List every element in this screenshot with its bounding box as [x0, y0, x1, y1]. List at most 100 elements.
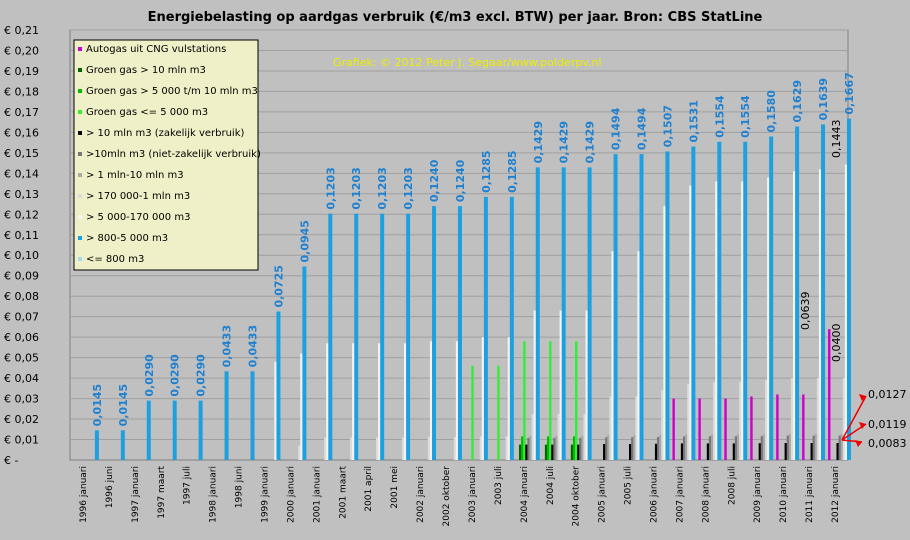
x-tick-label: 2003 januari [468, 466, 478, 523]
legend-label: > 170 000-1 mln m3 [86, 191, 190, 202]
legend-label: Groen gas > 5 000 t/m 10 mln m3 [86, 86, 258, 97]
bar [587, 167, 592, 460]
data-label: 0,1203 [350, 167, 363, 209]
legend-label: Groen gas > 10 mln m3 [86, 65, 206, 76]
bar [685, 434, 688, 460]
data-label: 0,1531 [687, 100, 700, 142]
data-label: 0,0433 [221, 325, 234, 367]
bar [635, 396, 638, 460]
bar [687, 384, 690, 460]
bar [531, 413, 534, 460]
x-tick-label: 2005 juli [624, 466, 634, 505]
x-tick-label: 2006 januari [650, 466, 660, 523]
bar [561, 167, 566, 460]
bar [529, 435, 532, 460]
bar [764, 380, 768, 460]
x-tick-label: 2001 mei [390, 466, 400, 509]
bar [836, 443, 839, 460]
y-tick-label: € 0,09 [4, 270, 39, 283]
legend-label: <= 800 m3 [86, 254, 144, 265]
x-axis: 1996 januari 1996 juni 1997 januari 1997 ma… [79, 466, 841, 527]
bar [555, 435, 558, 460]
x-tick-label: 2007 januari [675, 466, 685, 523]
legend-label: > 1 mln-10 mln m3 [86, 170, 184, 181]
bar [146, 400, 151, 460]
bar [715, 181, 718, 460]
bar [300, 353, 303, 460]
legend-swatch [78, 68, 82, 72]
bar [525, 444, 528, 460]
bar [605, 437, 608, 460]
bar [708, 436, 712, 460]
bar [607, 435, 610, 460]
bar [547, 436, 550, 460]
annotation: 0,1443 [830, 120, 843, 159]
bar [354, 213, 359, 460]
data-label: 0,1580 [765, 90, 778, 133]
bar [706, 443, 710, 460]
bar [654, 443, 658, 460]
bar [657, 437, 660, 460]
annotation: 0,0119 [868, 418, 907, 431]
legend-swatch [78, 236, 82, 240]
x-tick-label: 1998 januari [209, 466, 219, 523]
x-tick-label: 2004 juli [546, 466, 556, 505]
bar [375, 437, 379, 460]
y-tick-label: € 0,21 [4, 24, 39, 37]
bar [633, 435, 636, 460]
bar [840, 433, 844, 460]
bar [276, 311, 281, 460]
bar [802, 394, 805, 460]
bar [250, 371, 255, 460]
x-tick-label: 1998 juni [235, 466, 245, 508]
bar [551, 444, 554, 460]
x-tick-label: 1997 maart [157, 466, 167, 519]
y-tick-label: € 0,01 [4, 434, 39, 447]
x-tick-label: 2009 januari [753, 466, 763, 523]
bar [350, 437, 353, 460]
bar [760, 436, 764, 460]
bar [767, 177, 770, 460]
bar [769, 136, 774, 460]
legend-swatch [78, 89, 82, 93]
bar [758, 443, 762, 460]
bar [457, 206, 462, 460]
bar [507, 337, 511, 460]
x-tick-label: 2001 april [364, 466, 374, 512]
x-tick-label: 1996 juni [105, 466, 115, 508]
bar [776, 394, 779, 460]
data-label: 0,0145 [117, 384, 130, 426]
bar [298, 445, 301, 460]
y-tick-label: € 0,14 [4, 167, 39, 180]
bar [762, 434, 766, 460]
bar [629, 444, 632, 460]
legend-swatch [78, 215, 82, 219]
x-tick-label: 1997 juli [183, 466, 193, 505]
legend-label: Autogas uit CNG vulstations [86, 44, 226, 55]
bar [795, 126, 800, 460]
y-axis: € - € 0,01 € 0,02 € 0,03 € 0,04 € 0,05 € 0,06 €… [4, 24, 39, 467]
annotation: 0,0083 [868, 437, 907, 450]
bar [483, 196, 488, 460]
bar [663, 206, 666, 460]
bar [479, 436, 483, 460]
y-tick-label: € 0,02 [4, 413, 39, 426]
data-label: 0,1554 [739, 95, 752, 138]
bar [603, 444, 606, 460]
bar [427, 436, 431, 460]
bar [611, 251, 614, 460]
bar [741, 181, 744, 460]
x-tick-label: 2008 januari [701, 466, 711, 523]
annotation-arrowhead [859, 422, 866, 429]
bar [689, 185, 692, 460]
data-label: 0,0945 [298, 220, 311, 262]
data-label: 0,0433 [247, 325, 260, 367]
bar [581, 435, 584, 460]
bar [844, 164, 848, 460]
data-label: 0,1554 [713, 95, 726, 138]
bar [553, 437, 556, 460]
annotation: 0,0400 [830, 324, 843, 363]
legend-label: > 5 000-170 000 m3 [86, 212, 190, 223]
legend-label: > 10 mln m3 (zakelijk verbruik) [86, 128, 244, 139]
